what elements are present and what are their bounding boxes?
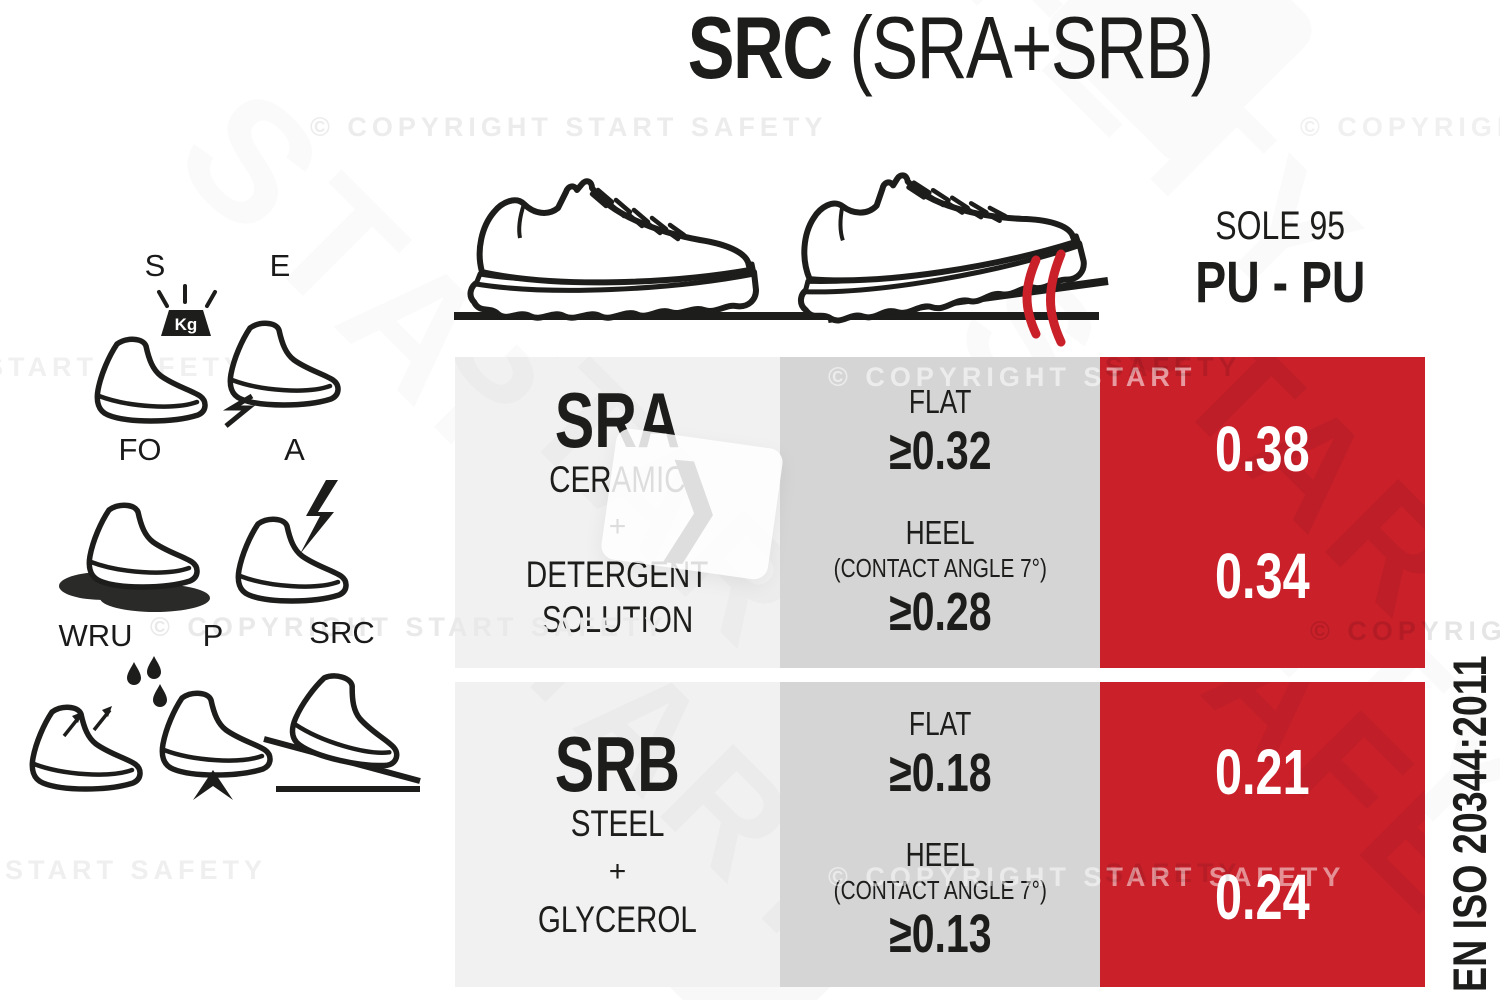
sole-info: SOLE 95 PU - PU [1140, 204, 1420, 316]
pictogram-src: SRC [262, 615, 422, 801]
pictogram-a-label: A [284, 432, 305, 467]
watermark-copyright-top: © COPYRIGHT START SAFETY [310, 112, 828, 142]
watermark-safety-red2: SAFETY [1105, 858, 1242, 888]
srb-heel-threshold: ≥0.13 [888, 904, 992, 965]
srb-flat-result: 0.21 [1215, 736, 1310, 809]
watermark-chevron-tile: ❯ [599, 426, 785, 582]
pictogram-src-label: SRC [309, 615, 375, 650]
shoe-inclined [786, 153, 1087, 326]
sra-heel-condition: (CONTACT ANGLE 7°) [833, 552, 1047, 583]
sra-requirements-cell: FLAT ≥0.32 HEEL (CONTACT ANGLE 7°) ≥0.28 [780, 357, 1100, 668]
sra-heel-requirement: HEEL (CONTACT ANGLE 7°) ≥0.28 [807, 514, 1074, 643]
page-title: SRC (SRA+SRB) [600, 0, 1300, 97]
standard-reference: EN ISO 20344:2011 [1442, 571, 1497, 992]
sole-type: SOLE 95 [1215, 204, 1345, 248]
chevron-right-icon: ❯ [654, 445, 730, 564]
srb-agent-line1: GLYCEROL [537, 898, 698, 940]
water-resistant-upper-icon [8, 656, 167, 804]
sra-flat-requirement: FLAT ≥0.32 [873, 383, 1008, 481]
slip-resistance-icon [263, 651, 421, 792]
watermark-copyright-topright: © COPYRIGHT [1300, 112, 1500, 142]
srb-code: SRB [554, 720, 681, 809]
pictogram-p: P [133, 618, 293, 804]
pictogram-s-label: S [144, 248, 166, 283]
pictogram-e-label: E [269, 248, 291, 283]
srb-heel-label: HEEL [905, 836, 975, 874]
title-sra-srb: (SRA+SRB) [849, 0, 1214, 97]
srb-flat-threshold: ≥0.18 [888, 742, 992, 803]
title-src: SRC [687, 0, 833, 97]
watermark-copyright-cell: © COPYRIGHT START [828, 362, 1197, 392]
penetration-resistance-icon [133, 654, 293, 800]
srb-heel-result: 0.24 [1215, 860, 1310, 933]
sra-flat-result: 0.38 [1215, 412, 1310, 485]
antistatic-icon [222, 480, 367, 618]
pictogram-fo: FO [55, 432, 225, 618]
ground-line [454, 312, 1099, 320]
watermark-safety-red1: SAFETY [1105, 352, 1242, 382]
pictogram-wru-label: WRU [58, 618, 133, 653]
slip-test-illustration [454, 148, 1109, 347]
sra-heel-label: HEEL [905, 514, 975, 552]
kg-weight-label: Kg [175, 315, 198, 334]
sra-heel-result: 0.34 [1215, 540, 1310, 613]
standard-reference-text: EN ISO 20344:2011 [1443, 655, 1496, 992]
pictogram-s: S Kg [75, 248, 235, 434]
watermark-copyright-cell2: © COPYRIGHT START SAFETY [828, 862, 1346, 892]
srb-flat-requirement: FLAT ≥0.18 [873, 705, 1008, 803]
shoe-flat [471, 181, 756, 318]
srb-plus: + [608, 854, 627, 888]
sra-flat-label: FLAT [908, 383, 972, 421]
contact-angle-arcs-icon [1022, 249, 1066, 347]
srb-heel-condition: (CONTACT ANGLE 7°) [833, 874, 1047, 905]
sra-results-cell: START 0.38 0.34 [1100, 357, 1425, 668]
watermark-copyright-red: © COPYRIGHT [1310, 616, 1500, 646]
sra-heel-threshold: ≥0.28 [888, 582, 992, 643]
pictogram-wru: WRU [8, 618, 183, 804]
sole-material: PU - PU [1194, 250, 1366, 315]
pictogram-p-label: P [202, 618, 224, 653]
srb-heel-requirement: HEEL (CONTACT ANGLE 7°) ≥0.13 [807, 836, 1074, 965]
fuel-oil-resistance-icon [59, 468, 210, 612]
energy-absorption-icon [222, 284, 360, 428]
sra-flat-threshold: ≥0.32 [888, 420, 992, 481]
srb-test-cell: START SRB STEEL + GLYCEROL [455, 682, 780, 987]
srb-surface: STEEL [570, 803, 665, 845]
srb-requirements-cell: FLAT ≥0.18 HEEL (CONTACT ANGLE 7°) ≥0.13 [780, 682, 1100, 987]
cell-watermark: SAFETY [1100, 682, 1425, 987]
pictogram-e: E [200, 248, 360, 434]
toe-protection-icon: Kg [75, 284, 217, 434]
watermark-brand-bottomleft: START SAFETY [5, 855, 267, 885]
pictogram-fo-label: FO [118, 432, 162, 467]
watermark-brand-midleft: © COPYRIGHT START SAFETY [150, 612, 668, 642]
srb-results-cell: SAFETY 0.21 0.24 [1100, 682, 1425, 987]
sra-agent-line2: SOLUTION [541, 599, 694, 641]
srb-flat-label: FLAT [908, 705, 972, 743]
pictogram-a: A [222, 432, 367, 618]
